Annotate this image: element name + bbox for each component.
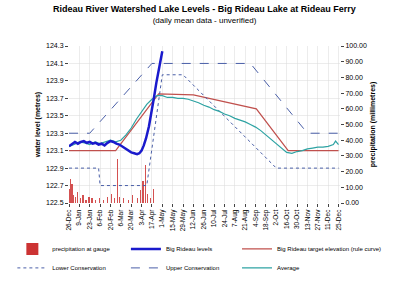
svg-text:20.00: 20.00 (345, 168, 363, 175)
svg-text:70.00: 70.00 (345, 90, 363, 97)
svg-text:30.00: 30.00 (345, 152, 363, 159)
svg-text:29-May: 29-May (179, 209, 187, 231)
svg-text:Rideau River Watershed Lake Le: Rideau River Watershed Lake Levels - Big… (53, 4, 356, 26)
svg-text:precipitation (millimetres): precipitation (millimetres) (369, 82, 377, 168)
svg-text:30-Oct: 30-Oct (293, 209, 300, 229)
svg-text:18-Sep: 18-Sep (262, 209, 270, 230)
svg-text:16-Oct: 16-Oct (283, 209, 290, 229)
svg-text:50.00: 50.00 (345, 121, 363, 128)
svg-text:124.1: 124.1 (46, 60, 64, 67)
svg-text:11-Dec: 11-Dec (324, 209, 331, 230)
svg-text:123.3: 123.3 (46, 130, 64, 137)
svg-text:13-Nov: 13-Nov (304, 209, 311, 231)
svg-text:80.00: 80.00 (345, 74, 363, 81)
svg-text:123.7: 123.7 (46, 95, 64, 102)
svg-text:Upper Conservation: Upper Conservation (166, 265, 219, 271)
svg-text:123.5: 123.5 (46, 112, 64, 119)
svg-text:23-Jan: 23-Jan (86, 209, 93, 229)
svg-text:precipitation at gauge: precipitation at gauge (52, 246, 110, 252)
svg-text:Big Rideau levels: Big Rideau levels (166, 246, 212, 252)
svg-text:Lower Conservation: Lower Conservation (52, 265, 105, 271)
svg-text:40.00: 40.00 (345, 137, 363, 144)
svg-text:0.00: 0.00 (345, 199, 359, 206)
svg-text:3-Apr: 3-Apr (138, 209, 146, 226)
svg-text:60.00: 60.00 (345, 105, 363, 112)
svg-text:123.9: 123.9 (46, 77, 64, 84)
svg-text:20-Feb: 20-Feb (107, 209, 114, 230)
svg-text:9-Jan: 9-Jan (75, 209, 82, 226)
svg-text:6-Feb: 6-Feb (96, 209, 103, 226)
svg-text:15-May: 15-May (169, 209, 177, 231)
svg-text:21-Aug: 21-Aug (241, 209, 249, 230)
svg-text:6-Mar: 6-Mar (117, 209, 124, 227)
svg-text:water level (metres): water level (metres) (34, 92, 42, 158)
svg-text:24-Jul: 24-Jul (221, 209, 228, 227)
svg-text:27-Nov: 27-Nov (314, 209, 321, 231)
svg-text:7-Aug: 7-Aug (231, 209, 239, 227)
svg-text:26-Jun: 26-Jun (200, 209, 207, 229)
svg-text:4-Sep: 4-Sep (252, 209, 260, 227)
svg-text:100.00: 100.00 (345, 42, 367, 49)
svg-text:12-Jun: 12-Jun (190, 209, 197, 229)
svg-text:25-Dec: 25-Dec (335, 209, 342, 231)
svg-text:123.1: 123.1 (46, 147, 64, 154)
svg-text:Average: Average (277, 265, 300, 271)
svg-text:122.7: 122.7 (46, 182, 64, 189)
svg-text:124.3: 124.3 (46, 42, 64, 49)
svg-text:Big Rideau target elevation (r: Big Rideau target elevation (rule curve) (277, 246, 381, 252)
svg-text:90.00: 90.00 (345, 58, 363, 65)
svg-text:122.5: 122.5 (46, 199, 64, 206)
svg-text:17-Apr: 17-Apr (148, 209, 156, 229)
svg-text:122.9: 122.9 (46, 165, 64, 172)
svg-text:26-Dec: 26-Dec (65, 209, 72, 231)
svg-text:20-Mar: 20-Mar (127, 209, 134, 230)
svg-text:2-Oct: 2-Oct (272, 209, 279, 225)
svg-text:10.00: 10.00 (345, 184, 363, 191)
svg-text:10-Jul: 10-Jul (210, 209, 217, 227)
svg-text:1-May: 1-May (158, 209, 166, 228)
